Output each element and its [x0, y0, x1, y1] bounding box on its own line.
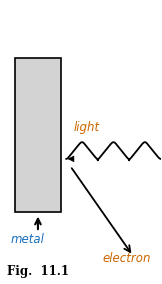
Text: electron: electron — [103, 252, 151, 265]
Text: Fig.  11.1: Fig. 11.1 — [7, 265, 69, 278]
Text: light: light — [74, 122, 100, 134]
Text: metal: metal — [10, 233, 44, 246]
Bar — [15, 58, 61, 212]
